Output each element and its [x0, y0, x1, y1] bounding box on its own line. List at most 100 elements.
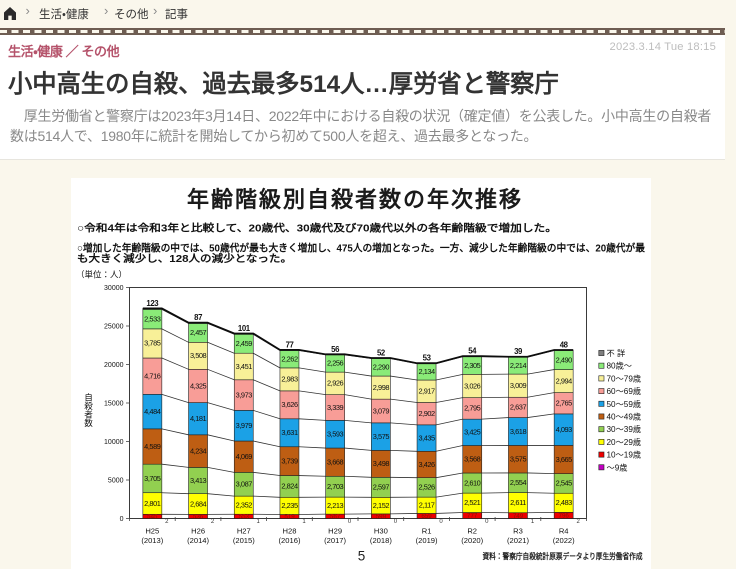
- svg-text:5000: 5000: [108, 478, 124, 485]
- svg-text:不 詳: 不 詳: [607, 348, 626, 358]
- svg-text:48: 48: [560, 341, 569, 350]
- svg-text:3,575: 3,575: [373, 432, 390, 441]
- svg-text:2,554: 2,554: [510, 478, 527, 487]
- svg-text:2,703: 2,703: [327, 482, 344, 491]
- svg-text:2,611: 2,611: [510, 498, 526, 507]
- svg-text:2,483: 2,483: [556, 498, 573, 507]
- svg-text:2,545: 2,545: [556, 479, 573, 488]
- svg-text:4,093: 4,093: [556, 425, 573, 434]
- svg-text:2,459: 2,459: [236, 339, 253, 348]
- svg-text:3,785: 3,785: [144, 339, 161, 348]
- svg-text:1: 1: [257, 519, 261, 525]
- svg-text:R2: R2: [467, 527, 477, 536]
- svg-text:553: 553: [239, 514, 250, 521]
- svg-text:(2021): (2021): [507, 536, 529, 545]
- svg-text:3,979: 3,979: [236, 421, 253, 430]
- svg-text:2,637: 2,637: [510, 403, 527, 412]
- svg-text:4,181: 4,181: [190, 414, 207, 423]
- svg-text:者: 者: [84, 410, 93, 420]
- svg-text:（単位：人）: （単位：人）: [76, 270, 127, 280]
- svg-text:25000: 25000: [104, 324, 124, 331]
- svg-text:5: 5: [358, 549, 366, 564]
- svg-text:4,716: 4,716: [144, 372, 161, 381]
- svg-text:2,597: 2,597: [373, 483, 390, 492]
- svg-text:0: 0: [120, 516, 124, 523]
- svg-text:3,435: 3,435: [418, 433, 435, 442]
- svg-text:(2013): (2013): [141, 536, 163, 545]
- svg-text:77: 77: [286, 340, 294, 349]
- svg-text:3,087: 3,087: [236, 480, 253, 489]
- svg-text:4,589: 4,589: [144, 442, 161, 451]
- svg-text:2,305: 2,305: [464, 361, 481, 370]
- svg-text:2,457: 2,457: [190, 328, 207, 337]
- svg-text:2,521: 2,521: [464, 498, 481, 507]
- svg-text:(2016): (2016): [279, 536, 301, 545]
- svg-text:3,668: 3,668: [327, 458, 344, 467]
- svg-text:52: 52: [377, 349, 386, 358]
- svg-text:56: 56: [331, 345, 340, 354]
- svg-text:2,117: 2,117: [419, 501, 435, 510]
- svg-text:H30: H30: [374, 527, 388, 536]
- svg-text:(2014): (2014): [187, 536, 209, 545]
- svg-text:3,575: 3,575: [510, 455, 527, 464]
- svg-text:2,926: 2,926: [327, 379, 344, 388]
- svg-text:659: 659: [421, 513, 432, 520]
- svg-text:0: 0: [394, 519, 398, 525]
- svg-text:3,665: 3,665: [556, 455, 573, 464]
- svg-text:2,490: 2,490: [556, 355, 573, 364]
- svg-text:101: 101: [238, 324, 251, 333]
- svg-text:2,917: 2,917: [418, 387, 435, 396]
- svg-text:2,902: 2,902: [418, 409, 435, 418]
- svg-text:0: 0: [439, 519, 443, 525]
- svg-text:3,568: 3,568: [464, 455, 481, 464]
- svg-text:70～79歳: 70～79歳: [607, 373, 642, 383]
- svg-text:1: 1: [302, 519, 306, 525]
- svg-text:2,256: 2,256: [327, 359, 344, 368]
- svg-text:3,425: 3,425: [464, 428, 481, 437]
- svg-text:39: 39: [514, 347, 523, 356]
- svg-text:30～39歳: 30～39歳: [607, 424, 642, 434]
- svg-text:2,533: 2,533: [144, 314, 161, 323]
- svg-text:2,352: 2,352: [236, 501, 253, 510]
- svg-text:3,026: 3,026: [464, 381, 481, 390]
- svg-text:2,526: 2,526: [418, 483, 435, 492]
- svg-text:3,413: 3,413: [190, 476, 207, 485]
- svg-text:R3: R3: [513, 527, 523, 536]
- svg-text:15000: 15000: [104, 401, 124, 408]
- svg-text:2,262: 2,262: [281, 355, 298, 364]
- svg-text:殺: 殺: [84, 400, 93, 411]
- svg-text:3,973: 3,973: [236, 390, 253, 399]
- svg-text:2,213: 2,213: [327, 501, 344, 510]
- svg-text:H26: H26: [191, 527, 205, 536]
- svg-text:599: 599: [376, 513, 387, 520]
- svg-text:87: 87: [194, 313, 202, 322]
- svg-text:～9歳: ～9歳: [607, 462, 628, 472]
- svg-text:3,508: 3,508: [190, 351, 207, 360]
- svg-text:0: 0: [348, 519, 352, 525]
- svg-text:50～59歳: 50～59歳: [607, 399, 642, 409]
- svg-text:2: 2: [211, 519, 215, 525]
- svg-text:H27: H27: [237, 527, 251, 536]
- svg-text:796: 796: [559, 513, 570, 520]
- svg-text:3,618: 3,618: [510, 427, 527, 436]
- svg-text:2,684: 2,684: [190, 499, 207, 508]
- svg-text:(2015): (2015): [233, 536, 255, 545]
- svg-text:2,795: 2,795: [464, 404, 481, 413]
- svg-text:4,234: 4,234: [190, 446, 207, 455]
- svg-text:自: 自: [84, 391, 93, 402]
- svg-text:3,426: 3,426: [418, 460, 435, 469]
- svg-text:3,079: 3,079: [373, 406, 390, 415]
- svg-text:2: 2: [577, 519, 581, 525]
- svg-text:2,214: 2,214: [510, 361, 527, 370]
- svg-text:2,235: 2,235: [281, 501, 298, 510]
- svg-text:567: 567: [330, 514, 341, 521]
- svg-text:2,824: 2,824: [281, 482, 298, 491]
- svg-text:54: 54: [468, 347, 477, 356]
- svg-text:2,134: 2,134: [418, 367, 435, 376]
- svg-text:3,498: 3,498: [373, 459, 390, 468]
- svg-text:3,739: 3,739: [281, 456, 298, 465]
- svg-text:536: 536: [193, 514, 204, 521]
- svg-text:3,009: 3,009: [510, 381, 527, 390]
- svg-text:H29: H29: [328, 527, 342, 536]
- svg-text:(2019): (2019): [416, 536, 438, 545]
